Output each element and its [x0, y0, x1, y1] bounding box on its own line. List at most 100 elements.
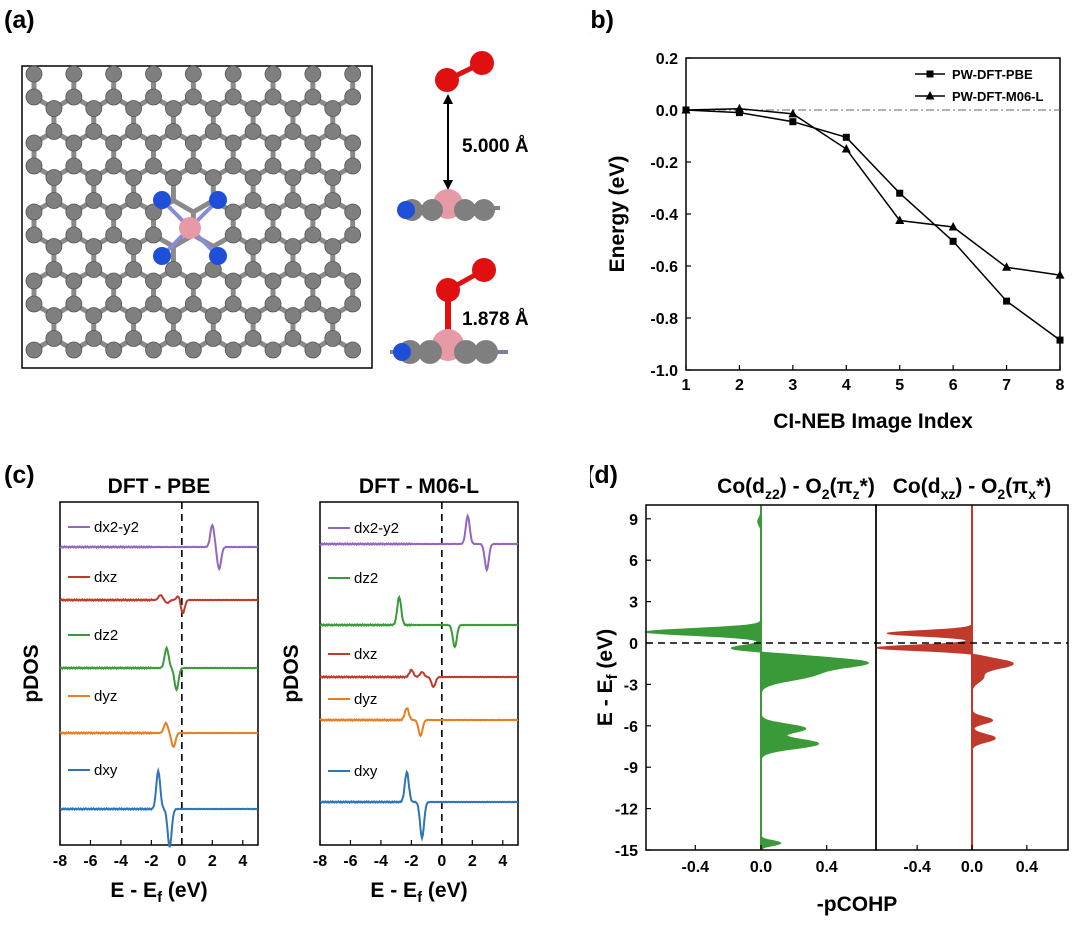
carbon-atom: [344, 203, 362, 221]
pcohp-area: [644, 505, 870, 851]
nitrogen-atom: [393, 343, 411, 361]
title-part: *): [1036, 475, 1051, 498]
panel-a-structure: (a) 5.000 Å 1.878 Å: [4, 6, 529, 369]
m06l-point: [1055, 270, 1065, 279]
legend-label: PW-DFT-PBE: [952, 67, 1033, 82]
carbon-atom: [105, 203, 123, 221]
carbon-atom: [224, 134, 242, 152]
carbon-atom: [304, 134, 322, 152]
pbe-point: [1003, 297, 1011, 305]
carbon-atom: [421, 199, 443, 221]
carbon-atom: [184, 157, 202, 175]
nitrogen-atom: [209, 191, 227, 209]
carbon-atom: [304, 65, 322, 83]
carbon-atom: [264, 157, 282, 175]
y-axis-label: E - Ef (eV): [594, 629, 621, 726]
carbon-atom: [284, 238, 302, 255]
carbon-atom: [125, 238, 142, 255]
title-part: z2: [765, 486, 780, 502]
title-part: Co(d: [717, 475, 765, 498]
series-line-0: [685, 109, 1061, 341]
carbon-atom: [324, 238, 342, 255]
orbital-label: dz2: [94, 627, 118, 644]
carbon-atom: [264, 203, 282, 221]
pbe-point: [1056, 336, 1064, 344]
carbon-atom: [304, 203, 322, 221]
legend-label: PW-DFT-M06-L: [952, 89, 1044, 104]
x-tick-label: 8: [1056, 377, 1065, 394]
carbon-atom: [344, 295, 362, 313]
carbon-atom: [324, 100, 342, 117]
carbon-atom: [224, 65, 242, 83]
carbon-atom: [204, 330, 222, 347]
carbon-atom: [25, 272, 43, 290]
carbon-atom: [85, 169, 103, 186]
carbon-atom: [85, 192, 103, 209]
carbon-atom: [418, 340, 442, 364]
x-tick-label: -4: [374, 853, 388, 870]
carbon-atom: [65, 65, 83, 83]
pdos-curve-dz2: [59, 645, 259, 692]
pcohp-subplot-1: -0.4 0.0 0.4 Co(dxz) - O2(πx*): [875, 475, 1069, 876]
carbon-atom: [284, 330, 302, 347]
pcohp-subplot-0: -0.4 0.0 0.4 Co(dz2) - O2(πz*): [644, 475, 877, 876]
pdos-curve-dz2: [319, 594, 519, 649]
carbon-atom: [25, 157, 43, 175]
x-tick-label: 0.0: [961, 859, 983, 876]
title-part: (π: [830, 475, 853, 498]
x-tick-label: 7: [1002, 377, 1011, 394]
carbon-atom: [45, 307, 63, 324]
carbon-atom: [244, 192, 262, 209]
x-tick-label: -4: [114, 853, 128, 870]
m06l-point: [948, 222, 958, 231]
orbital-label: dxz: [354, 646, 377, 663]
carbon-atom: [45, 169, 63, 186]
carbon-atom: [145, 272, 162, 290]
carbon-atom: [125, 307, 142, 324]
panel-a: (a) 5.000 Å 1.878 Å: [0, 0, 590, 400]
y-axis-label-sub: f: [604, 673, 621, 679]
pdos-curve-dx2-y2: [59, 523, 259, 572]
carbon-atom: [244, 261, 262, 278]
x-axis-label-sub: f: [157, 889, 163, 906]
carbon-atom: [224, 341, 242, 359]
carbon-atom: [204, 100, 222, 117]
carbon-atom: [244, 169, 262, 186]
carbon-atom: [25, 226, 43, 244]
carbon-atom: [324, 123, 342, 140]
pdos-charts: (c) DFT - PBE-8 -6 -4 -2 0 2 4E - Ef (eV)pDOSd…: [4, 461, 519, 906]
x-axis-label-unit: (eV): [162, 879, 208, 902]
y-axis-label: Energy (eV): [606, 156, 629, 273]
title-part: ) - O: [780, 475, 822, 498]
carbon-atom: [125, 169, 142, 186]
carbon-atom: [145, 88, 162, 106]
arrow-head-down: [443, 180, 453, 190]
y-tick-label: 3: [629, 595, 638, 612]
carbon-atom: [264, 226, 282, 244]
carbon-atom: [125, 330, 142, 347]
carbon-atom: [125, 123, 142, 140]
carbon-atom: [264, 272, 282, 290]
carbon-atom: [45, 330, 63, 347]
pdos-curve-dxy: [319, 769, 519, 842]
carbon-atom: [65, 88, 83, 106]
series-line-1: [685, 107, 1061, 276]
carbon-atom: [25, 65, 43, 83]
y-tick-label: -0.4: [650, 207, 678, 224]
carbon-atom: [324, 261, 342, 278]
carbon-atom: [474, 340, 498, 364]
y-tick-label: -0.8: [650, 311, 678, 328]
x-tick-label: 1: [682, 377, 691, 394]
carbon-atom: [244, 100, 262, 117]
carbon-atom: [244, 307, 262, 324]
carbon-atom: [244, 123, 262, 140]
carbon-atom: [284, 261, 302, 278]
y-tick-label: -12: [615, 802, 638, 819]
carbon-atom: [65, 157, 83, 175]
y-tick-label: -0.6: [650, 259, 678, 276]
energy-profile-chart: (b) 1 2 3 4 5 6 7 8 0.2 0.0 -0.2 -0.4 -0.6 -0.8 -1.0 CI…: [582, 6, 1065, 433]
pdos-curve-dxz: [59, 594, 259, 615]
distance-near-label: 1.878 Å: [462, 309, 529, 330]
carbon-atom: [125, 192, 142, 209]
m06l-point: [788, 108, 798, 118]
